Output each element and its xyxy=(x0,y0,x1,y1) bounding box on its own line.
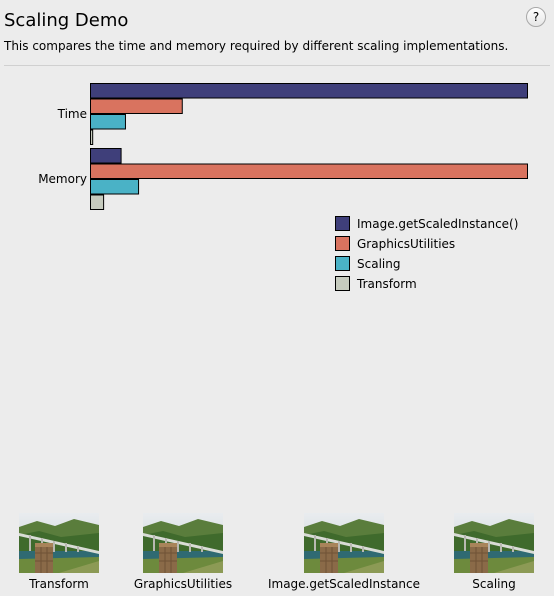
bar-time-2 xyxy=(90,114,126,130)
legend-label-0: Image.getScaledInstance() xyxy=(357,217,518,231)
legend-swatch-3 xyxy=(335,276,350,291)
page-title: Scaling Demo xyxy=(4,10,129,31)
thumbnail-image-graphicsutilities xyxy=(143,513,223,573)
bar-memory-0 xyxy=(90,148,122,164)
page-subtitle: This compares the time and memory requir… xyxy=(4,39,509,53)
help-button[interactable]: ? xyxy=(526,7,546,27)
thumbnail-label: GraphicsUtilities xyxy=(133,577,233,591)
thumbnail-image-getscaledinstance xyxy=(304,513,384,573)
category-label-memory: Memory xyxy=(38,172,87,186)
bar-memory-2 xyxy=(90,179,140,195)
bar-chart: Time Memory Image.getScaledInstance() Graph… xyxy=(38,83,528,291)
bar-memory-1 xyxy=(90,163,528,179)
legend-label-2: Scaling xyxy=(357,257,400,271)
bar-time-3 xyxy=(90,129,94,145)
thumbnail-image-transform xyxy=(19,513,99,573)
legend-swatch-2 xyxy=(335,256,350,271)
bar-memory-3 xyxy=(90,194,105,210)
thumbnail-image-scaling xyxy=(454,513,534,573)
legend-label-3: Transform xyxy=(356,277,417,291)
category-label-time: Time xyxy=(57,107,87,121)
separator xyxy=(4,65,550,66)
legend-label-1: GraphicsUtilities xyxy=(357,237,455,251)
bar-time-0 xyxy=(90,83,528,99)
thumbnail-label: Scaling xyxy=(472,577,516,591)
bar-time-1 xyxy=(90,98,183,114)
thumbnail-label: Transform xyxy=(29,577,89,591)
thumbnail-label: Image.getScaledInstance xyxy=(267,577,421,591)
legend-swatch-1 xyxy=(335,236,350,251)
legend-swatch-0 xyxy=(335,216,350,231)
